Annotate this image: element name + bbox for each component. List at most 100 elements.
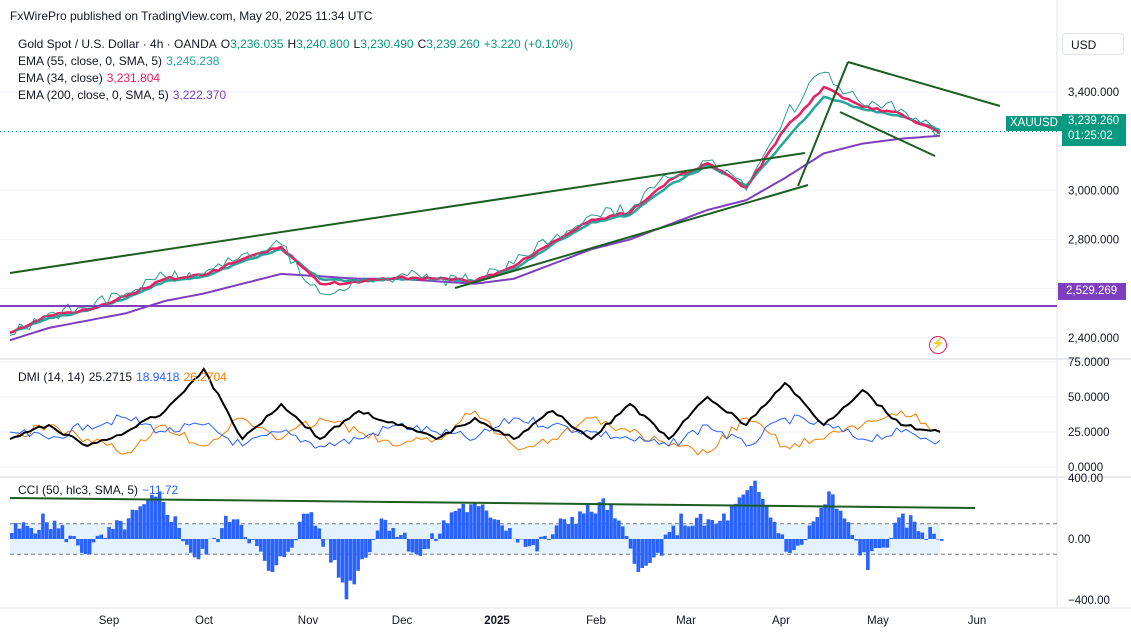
time-axis-label: Jun [968, 615, 987, 627]
cci-bar [698, 513, 703, 539]
price-axis-label: 3,000.000 [1068, 185, 1119, 197]
ema55-legend[interactable]: EMA (55, close, 0, SMA, 5) 3,245.238 [18, 54, 223, 68]
cci-bar [683, 525, 687, 539]
cci-bar [313, 525, 318, 539]
cci-bar [718, 520, 722, 539]
cci-bar [780, 534, 785, 539]
cci-bar [356, 539, 360, 571]
cci-bar [403, 532, 407, 539]
cci-bar [838, 510, 843, 539]
trend-line [9, 152, 806, 274]
cci-bar [710, 520, 715, 539]
cci-bar [107, 527, 111, 539]
cci-bar [118, 520, 123, 539]
cci-bar [262, 539, 267, 561]
cci-bar [115, 520, 119, 539]
cci-bar [640, 539, 644, 568]
cci-bar [601, 498, 606, 539]
cci-bar [430, 533, 434, 539]
cci-bar [95, 535, 100, 539]
cci-bar [200, 539, 205, 549]
cci-bar [733, 503, 738, 539]
cci-bar [873, 539, 878, 549]
cci-bar [531, 539, 536, 546]
cci-bar [476, 506, 481, 539]
time-axis-label: May [867, 615, 889, 627]
cci-bar [496, 519, 501, 539]
trend-line [454, 184, 809, 289]
cci-bar [418, 539, 423, 556]
cci-bar [702, 525, 707, 539]
cci-bar [850, 535, 855, 539]
close-label: C [417, 37, 427, 51]
last-price-value: 3,239.260 [1068, 115, 1120, 127]
trend-line [797, 61, 849, 187]
cci-bar [247, 539, 251, 544]
high-value: 3,240.800 [296, 37, 350, 51]
time-axis-label: Sep [99, 615, 119, 627]
cci-bar [391, 527, 395, 539]
cci-bar [659, 539, 664, 556]
cci-bar [539, 536, 543, 539]
ema55-line [9, 95, 941, 335]
cci-bar [492, 519, 497, 539]
change-value: +3.220 (+0.10%) [483, 37, 574, 51]
ema200-legend[interactable]: EMA (200, close, 0, SMA, 5) 3,222.370 [18, 88, 230, 102]
cci-bar [64, 539, 69, 543]
symbol-title[interactable]: Gold Spot / U.S. Dollar · 4h · OANDA [18, 37, 217, 51]
cci-bar [41, 513, 45, 539]
cci-bar [305, 513, 310, 539]
cci-bar [399, 534, 403, 539]
low-value: 3,230.490 [360, 37, 414, 51]
cci-bar [932, 533, 936, 539]
cci-bar [757, 492, 761, 539]
cci-bar [453, 510, 458, 539]
cci-bar [224, 515, 228, 539]
cci-bar [582, 513, 586, 539]
close-value: 3,239.260 [426, 37, 480, 51]
cci-bar [904, 527, 909, 539]
cci-value: −11.72 [142, 483, 179, 497]
cci-bar [321, 539, 325, 547]
cci-bar [181, 539, 185, 542]
ema200-line [9, 134, 941, 342]
cci-bar [924, 539, 929, 540]
lightning-icon[interactable]: ⚡ [929, 336, 947, 354]
currency-button[interactable]: USD [1062, 33, 1124, 55]
cci-bar [103, 537, 107, 539]
trend-line [839, 111, 936, 157]
price-axis-label: 3,400.000 [1068, 87, 1119, 99]
cci-bar [881, 539, 886, 548]
cci-bar [823, 504, 827, 539]
cci-legend[interactable]: CCI (50, hlc3, SMA, 5) −11.72 [18, 483, 182, 497]
cci-bar [336, 539, 341, 578]
cci-bar [161, 502, 166, 539]
cci-bar [395, 536, 399, 539]
cci-bar [99, 534, 104, 539]
cci-bar [504, 530, 508, 539]
cci-bar [488, 517, 493, 539]
cci-bar [706, 519, 711, 539]
cci-bar [554, 525, 559, 539]
cci-bar [792, 539, 796, 551]
cci-bar [445, 523, 450, 539]
cci-bar [574, 523, 578, 539]
cci-bar [889, 537, 894, 539]
ema34-legend[interactable]: EMA (34, close) 3,231.804 [18, 71, 164, 85]
cci-bar [348, 539, 353, 581]
cci-bar [671, 525, 676, 539]
cci-bar [940, 539, 944, 541]
cci-bar [76, 539, 80, 546]
dmi-legend[interactable]: DMI (14, 14) 25.2715 18.9418 26.2704 [18, 370, 231, 384]
cci-bar [632, 539, 637, 564]
cci-bar [901, 513, 905, 539]
cci-bar [150, 494, 154, 539]
cci-bar [134, 510, 139, 539]
cci-bar [652, 539, 656, 558]
time-axis-label: Feb [586, 615, 606, 627]
cci-bar [562, 519, 567, 539]
cci-bar [866, 539, 870, 570]
cci-bar [869, 539, 874, 552]
high-label: H [287, 37, 297, 51]
